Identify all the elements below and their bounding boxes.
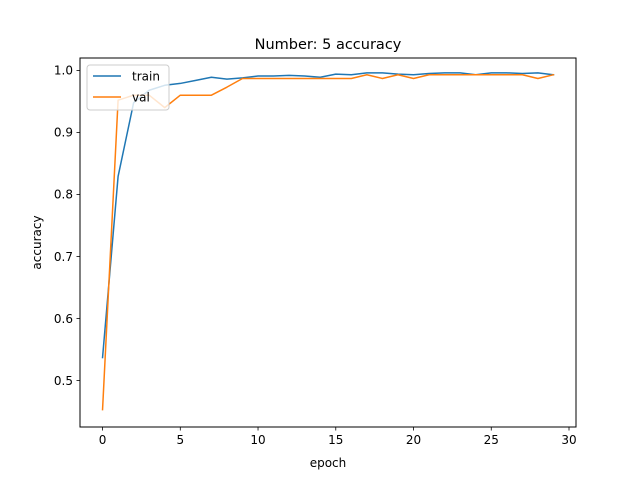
y-tick-label: 0.9	[54, 126, 73, 140]
y-tick-label: 0.7	[54, 250, 73, 264]
x-axis-title: epoch	[310, 456, 347, 470]
legend-label-train: train	[132, 69, 160, 83]
x-tick-label: 20	[406, 433, 421, 447]
x-axis: 0 5 10 15 20 25 30	[99, 427, 577, 447]
x-tick-label: 0	[99, 433, 107, 447]
y-tick-label: 1.0	[54, 64, 73, 78]
x-tick-label: 15	[328, 433, 343, 447]
axes-frame	[79, 57, 577, 428]
series-line-val	[101, 73, 555, 411]
y-tick-label: 0.8	[54, 188, 73, 202]
x-tick-label: 25	[484, 433, 499, 447]
chart-title: Number: 5 accuracy	[255, 37, 402, 53]
y-axis-title: accuracy	[30, 215, 44, 269]
y-tick-label: 0.6	[54, 312, 73, 326]
x-tick-label: 30	[561, 433, 576, 447]
plot-area	[101, 72, 555, 411]
y-axis: 0.5 0.6 0.7 0.8 0.9 1.0	[54, 64, 80, 388]
legend: train val	[86, 64, 170, 111]
legend-label-val: val	[132, 90, 150, 104]
y-tick-label: 0.5	[54, 374, 73, 388]
x-tick-label: 10	[250, 433, 265, 447]
x-tick-label: 5	[176, 433, 184, 447]
